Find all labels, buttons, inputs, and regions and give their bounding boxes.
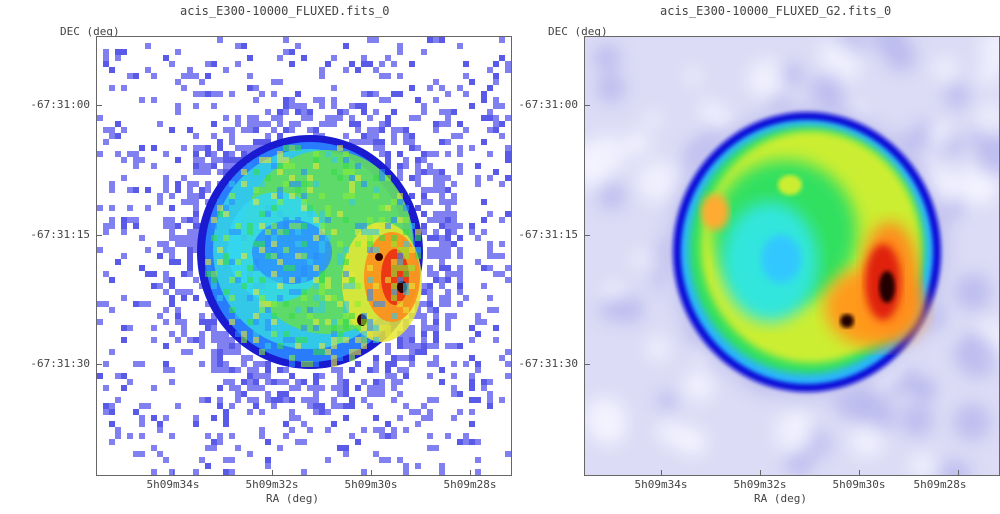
right-ra-axis-label: RA (deg) <box>754 492 807 505</box>
left-image-frame[interactable] <box>96 36 512 476</box>
left-image-panel: acis_E300-10000_FLUXED.fits_0 DEC (deg) <box>30 4 512 505</box>
right-dec-axis-label: DEC (deg) <box>548 25 608 38</box>
left-panel-title: acis_E300-10000_FLUXED.fits_0 <box>180 4 390 18</box>
right-x-tickmark <box>958 470 959 476</box>
left-dec-axis-label: DEC (deg) <box>60 25 120 38</box>
right-y-tickmark <box>584 235 590 236</box>
left-x-tickmark <box>272 470 273 476</box>
left-x-tickmark <box>173 470 174 476</box>
left-x-tick: 5h09m28s <box>443 478 497 491</box>
left-y-tick: -67:31:00 <box>30 98 90 111</box>
right-x-tick: 5h09m30s <box>832 478 886 491</box>
left-y-tickmark <box>96 364 102 365</box>
left-y-tickmark <box>96 105 102 106</box>
right-y-tick: -67:31:30 <box>518 357 578 370</box>
right-x-tickmark <box>661 470 662 476</box>
right-x-tick: 5h09m34s <box>634 478 688 491</box>
right-x-tick: 5h09m28s <box>913 478 967 491</box>
left-y-tick: -67:31:15 <box>30 228 90 241</box>
left-x-tick: 5h09m32s <box>245 478 299 491</box>
right-x-tick: 5h09m32s <box>733 478 787 491</box>
left-x-tick: 5h09m30s <box>344 478 398 491</box>
left-y-tickmark <box>96 235 102 236</box>
left-ra-axis-label: RA (deg) <box>266 492 319 505</box>
left-fluxed-image[interactable] <box>97 37 512 476</box>
right-panel-title: acis_E300-10000_FLUXED_G2.fits_0 <box>660 4 892 18</box>
right-y-tickmark <box>584 105 590 106</box>
right-x-tickmark <box>859 470 860 476</box>
right-y-tick: -67:31:00 <box>518 98 578 111</box>
right-x-tickmark <box>760 470 761 476</box>
right-y-tickmark <box>584 364 590 365</box>
left-x-tickmark <box>371 470 372 476</box>
left-y-tick: -67:31:30 <box>30 357 90 370</box>
right-image-panel: acis_E300-10000_FLUXED_G2.fits_0 DEC (de… <box>488 0 1000 514</box>
right-y-tick: -67:31:15 <box>518 228 578 241</box>
right-image-frame[interactable] <box>584 36 1000 476</box>
left-x-tickmark <box>470 470 471 476</box>
right-smoothed-image[interactable] <box>585 37 1000 476</box>
left-x-tick: 5h09m34s <box>146 478 200 491</box>
